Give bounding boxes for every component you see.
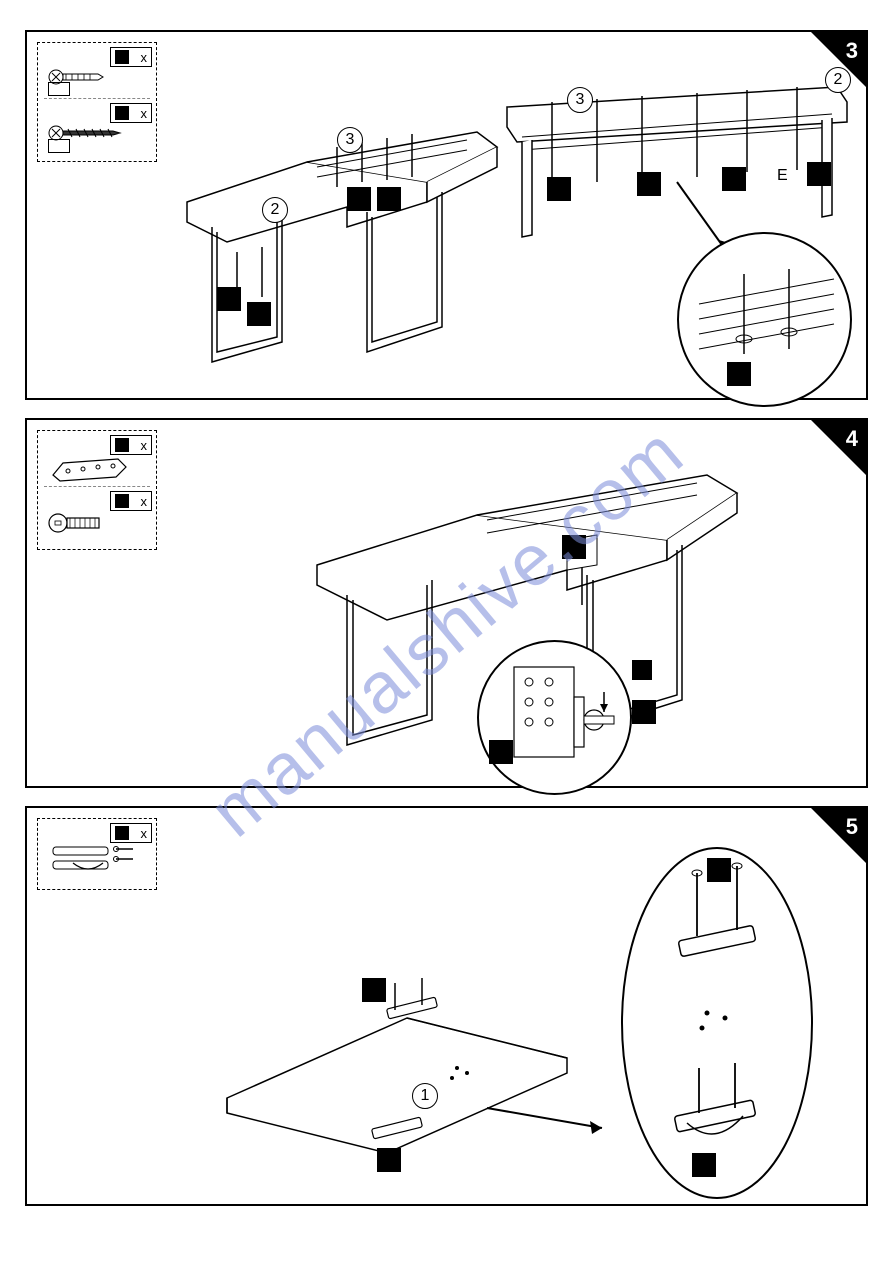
part-letter-callout: E	[777, 167, 788, 185]
qty-box: x	[110, 491, 152, 511]
detail-callout-circle	[477, 640, 632, 795]
detail-callout-circle	[677, 232, 852, 407]
step-number: 5	[846, 814, 858, 840]
part-label-box	[48, 139, 70, 153]
desk-diagram-left	[167, 52, 507, 382]
part-label-box	[48, 82, 70, 96]
callout-marker	[722, 167, 746, 191]
qty-label: x	[141, 438, 148, 453]
part-row: x	[44, 105, 150, 155]
callout-marker	[347, 187, 371, 211]
bolt-icon	[48, 511, 108, 535]
callout-marker	[637, 172, 661, 196]
callout-marker	[547, 177, 571, 201]
part-callout: 3	[567, 87, 593, 113]
callout-marker	[632, 700, 656, 724]
part-row: x	[44, 825, 150, 883]
assembly-step-panel: 3 x x	[25, 30, 868, 400]
part-row: x	[44, 437, 150, 487]
qty-box: x	[110, 103, 152, 123]
qty-label: x	[141, 494, 148, 509]
qty-box: x	[110, 823, 152, 843]
part-callout: 1	[412, 1083, 438, 1109]
callout-marker	[692, 1153, 716, 1177]
callout-marker	[247, 302, 271, 326]
part-callout: 2	[825, 67, 851, 93]
part-row: x	[44, 493, 150, 543]
step-number: 4	[846, 426, 858, 452]
part-row: x	[44, 49, 150, 99]
part-callout: 2	[262, 197, 288, 223]
diagram-area	[167, 430, 856, 776]
part-callout: 3	[337, 127, 363, 153]
callout-marker	[377, 1148, 401, 1172]
callout-marker	[632, 660, 652, 680]
diagram-area: 1	[167, 818, 856, 1194]
detail-callout-ellipse	[607, 838, 827, 1208]
part-id-box	[115, 438, 129, 452]
callout-marker	[707, 858, 731, 882]
part-id-box	[115, 106, 129, 120]
qty-label: x	[141, 826, 148, 841]
detail-diagram	[479, 642, 634, 797]
qty-box: x	[110, 435, 152, 455]
part-id-box	[115, 494, 129, 508]
parts-list: x x	[37, 430, 157, 550]
parts-list: x x	[37, 42, 157, 162]
callout-marker	[362, 978, 386, 1002]
qty-box: x	[110, 47, 152, 67]
callout-marker	[377, 187, 401, 211]
qty-label: x	[141, 50, 148, 65]
parts-list: x	[37, 818, 157, 890]
assembly-step-panel: 5 x	[25, 806, 868, 1206]
callout-marker	[489, 740, 513, 764]
callout-marker	[807, 162, 831, 186]
bracket-icon	[48, 455, 133, 483]
part-id-box	[115, 826, 129, 840]
diagram-area: 2 3 2 3 E	[167, 42, 856, 388]
hanger-kit-icon	[48, 843, 138, 879]
step-number: 3	[846, 38, 858, 64]
callout-marker	[727, 362, 751, 386]
detail-diagram	[679, 234, 854, 409]
part-id-box	[115, 50, 129, 64]
board-diagram	[207, 928, 607, 1188]
callout-marker	[217, 287, 241, 311]
assembly-step-panel: 4 x x	[25, 418, 868, 788]
qty-label: x	[141, 106, 148, 121]
callout-marker	[562, 535, 586, 559]
